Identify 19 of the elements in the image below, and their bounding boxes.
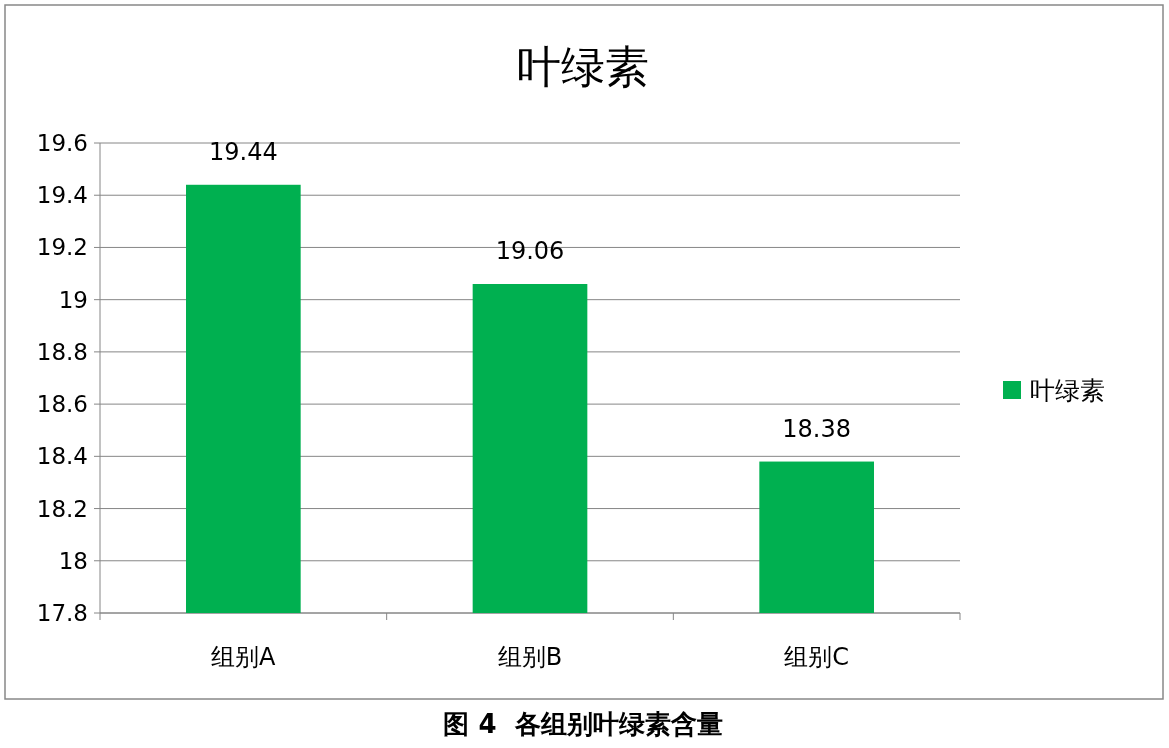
x-tick-label: 组别B (497, 643, 563, 671)
caption: 图 4 各组别叶绿素含量 (443, 709, 723, 739)
y-tick-label: 18.4 (36, 443, 88, 470)
data-label: 19.06 (495, 237, 565, 265)
x-tick-label: 组别A (211, 643, 277, 671)
y-tick-label: 18.6 (36, 391, 88, 418)
data-label: 18.38 (782, 414, 852, 443)
data-label: 19.44 (208, 137, 278, 166)
y-tick-label: 19.2 (36, 234, 88, 261)
y-tick-label: 19.6 (36, 130, 88, 156)
y-tick-label: 18 (58, 547, 88, 574)
y-tick-label: 19 (58, 286, 88, 313)
y-tick-label: 18.2 (36, 495, 88, 522)
legend-label: 叶绿素 (1030, 376, 1105, 405)
y-tick-label: 17.8 (36, 600, 88, 626)
y-tick-label: 19.4 (36, 182, 88, 209)
x-tick-label: 组别C (784, 643, 850, 671)
chart-title: 叶绿素 (517, 41, 649, 92)
y-tick-label: 18.8 (36, 338, 88, 365)
